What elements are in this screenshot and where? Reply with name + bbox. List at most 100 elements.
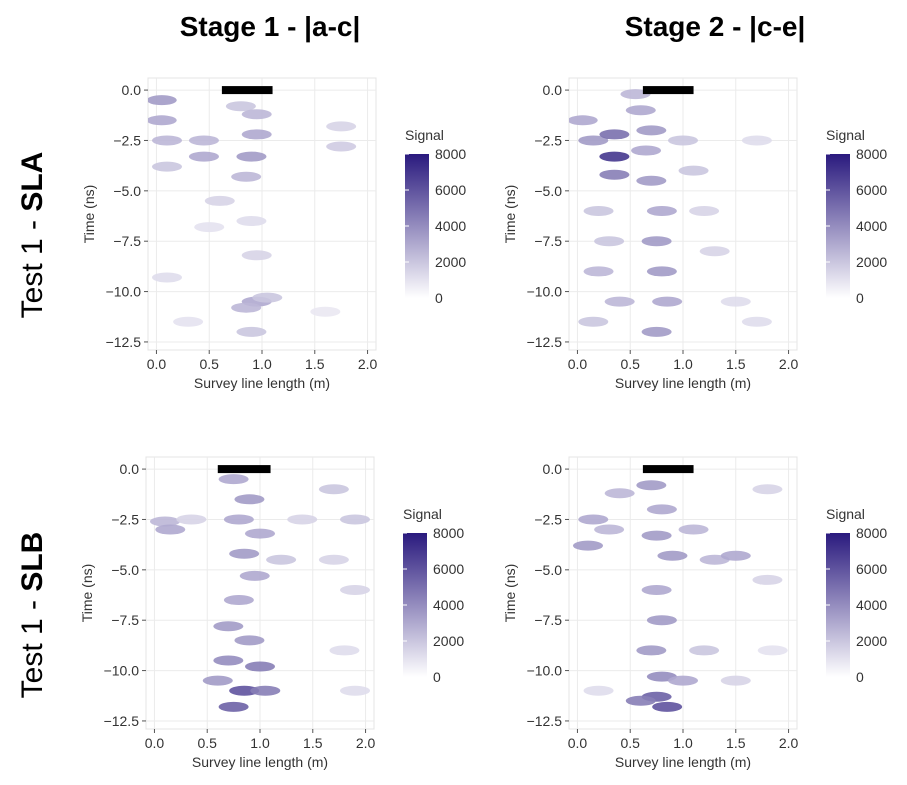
- y-tick-label: −7.5: [113, 233, 141, 249]
- heat-cell: [569, 115, 598, 126]
- y-tick-label: −10.0: [527, 284, 563, 300]
- x-tick-label: 0.0: [568, 735, 588, 751]
- heat-cell: [213, 621, 244, 632]
- row-label: Test 1 - SLB: [16, 532, 49, 699]
- heat-cell: [148, 95, 177, 106]
- heat-cell: [741, 135, 772, 146]
- x-tick-label: 1.5: [303, 735, 323, 751]
- heat-cell: [287, 514, 318, 525]
- heat-cell: [689, 645, 720, 656]
- x-tick-label: 2.0: [358, 356, 378, 372]
- heat-cell: [229, 685, 260, 696]
- heat-cell: [646, 504, 677, 515]
- y-tick-label: −10.0: [527, 663, 563, 679]
- colorbar-tick-label: 8000: [435, 146, 466, 162]
- heat-cell: [583, 685, 614, 696]
- colorbar-tick-label: 0: [433, 669, 441, 685]
- heat-cell: [720, 550, 751, 561]
- heat-cell: [625, 105, 656, 116]
- colorbar-title: Signal: [826, 127, 865, 143]
- row-label: Test 1 - SLA: [16, 152, 49, 319]
- heat-cell: [657, 550, 688, 561]
- colorbar-tick-label: 0: [856, 669, 864, 685]
- colorbar-title: Signal: [403, 506, 442, 522]
- annotation-bar: [642, 86, 694, 95]
- x-tick-label: 2.0: [779, 735, 799, 751]
- heat-layer: [573, 480, 788, 712]
- y-tick-label: 0.0: [543, 461, 563, 477]
- heat-cell: [641, 326, 672, 337]
- colorbar-tick-label: 6000: [856, 182, 887, 198]
- heat-cell: [583, 266, 614, 277]
- colorbar-tick-label: 6000: [435, 182, 466, 198]
- heat-cell: [152, 135, 182, 146]
- y-tick-label: −5.0: [534, 562, 562, 578]
- heat-cell: [176, 514, 207, 525]
- heat-cell: [668, 675, 698, 686]
- heat-cell: [326, 141, 357, 152]
- x-tick-label: 1.0: [250, 735, 270, 751]
- heat-cell: [318, 484, 349, 495]
- y-tick-label: 0.0: [120, 461, 140, 477]
- y-tick-label: −5.0: [111, 562, 139, 578]
- heat-cell: [234, 635, 265, 646]
- heat-cell: [625, 695, 656, 706]
- heat-cell: [236, 151, 267, 162]
- heat-cell: [720, 675, 751, 686]
- y-tick-label: −12.5: [106, 334, 142, 350]
- colorbar-tick-label: 2000: [856, 633, 887, 649]
- heat-cell: [188, 135, 219, 146]
- heat-cell: [594, 236, 625, 247]
- annotation-bar: [221, 86, 273, 95]
- heat-cell: [599, 151, 630, 162]
- x-axis-title: Survey line length (m): [194, 375, 330, 391]
- colorbar-tick-label: 8000: [433, 525, 464, 541]
- colorbar-tick-label: 6000: [856, 561, 887, 577]
- heat-cell: [646, 205, 677, 216]
- heat-cell: [245, 661, 275, 672]
- heat-cell: [194, 222, 225, 233]
- colorbar-tick-label: 2000: [435, 254, 466, 270]
- x-tick-label: 0.5: [620, 735, 640, 751]
- heat-cell: [223, 595, 254, 606]
- colorbar-tick-label: 4000: [856, 218, 887, 234]
- y-tick-label: 0.0: [543, 82, 563, 98]
- x-tick-label: 0.0: [145, 735, 165, 751]
- y-tick-label: −12.5: [527, 334, 563, 350]
- colorbar-tick-label: 4000: [435, 218, 466, 234]
- heat-cell: [241, 250, 272, 261]
- heat-cell: [173, 316, 204, 327]
- heat-cell: [636, 480, 667, 491]
- x-tick-label: 2.0: [779, 356, 799, 372]
- heat-cell: [340, 584, 370, 595]
- heat-cell: [236, 326, 267, 337]
- heat-cell: [752, 574, 783, 585]
- row-label-bold: SLB: [16, 532, 49, 592]
- colorbar-title: Signal: [405, 127, 444, 143]
- heat-cell: [741, 316, 772, 327]
- heat-cell: [152, 272, 182, 283]
- heat-cell: [340, 514, 370, 525]
- heat-cell: [340, 685, 370, 696]
- heat-cell: [225, 101, 256, 112]
- y-tick-label: −10.0: [104, 663, 140, 679]
- heat-cell: [757, 645, 788, 656]
- y-axis-title: Time (ns): [79, 564, 95, 623]
- heat-cell: [604, 488, 635, 499]
- row-label-bold: SLA: [16, 152, 49, 212]
- heat-cell: [241, 109, 272, 120]
- heat-cell: [329, 645, 360, 656]
- heat-cell: [652, 701, 683, 712]
- y-tick-label: −5.0: [534, 183, 562, 199]
- heat-cell: [699, 246, 730, 257]
- heat-cell: [188, 151, 219, 162]
- colorbar-tick-label: 6000: [433, 561, 464, 577]
- heat-cell: [234, 494, 265, 505]
- heat-cell: [752, 484, 783, 495]
- x-tick-label: 1.5: [726, 735, 746, 751]
- heat-cell: [646, 615, 677, 626]
- x-tick-label: 0.5: [199, 356, 219, 372]
- heat-cell: [578, 514, 609, 525]
- heat-cell: [594, 524, 625, 535]
- heat-cell: [646, 266, 677, 277]
